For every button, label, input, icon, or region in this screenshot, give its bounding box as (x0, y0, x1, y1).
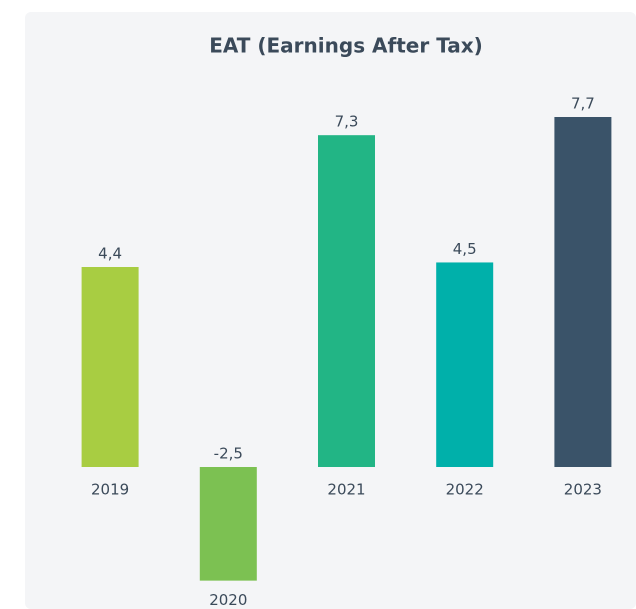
bar (81, 267, 139, 467)
value-label: 4,4 (98, 245, 122, 263)
x-tick-label: 2019 (91, 481, 129, 499)
value-label: 7,7 (571, 95, 595, 113)
value-label: 4,5 (453, 240, 477, 258)
x-tick-label: 2022 (446, 481, 484, 499)
x-tick-label: 2023 (564, 481, 602, 499)
bar (318, 135, 375, 467)
bar (199, 467, 257, 581)
value-label: 7,3 (335, 113, 359, 131)
value-label: -2,5 (214, 445, 243, 463)
bar (436, 262, 494, 467)
x-tick-label: 2020 (209, 591, 247, 609)
chart-title: EAT (Earnings After Tax) (209, 34, 483, 58)
x-tick-label: 2021 (327, 481, 365, 499)
bar (554, 117, 612, 467)
